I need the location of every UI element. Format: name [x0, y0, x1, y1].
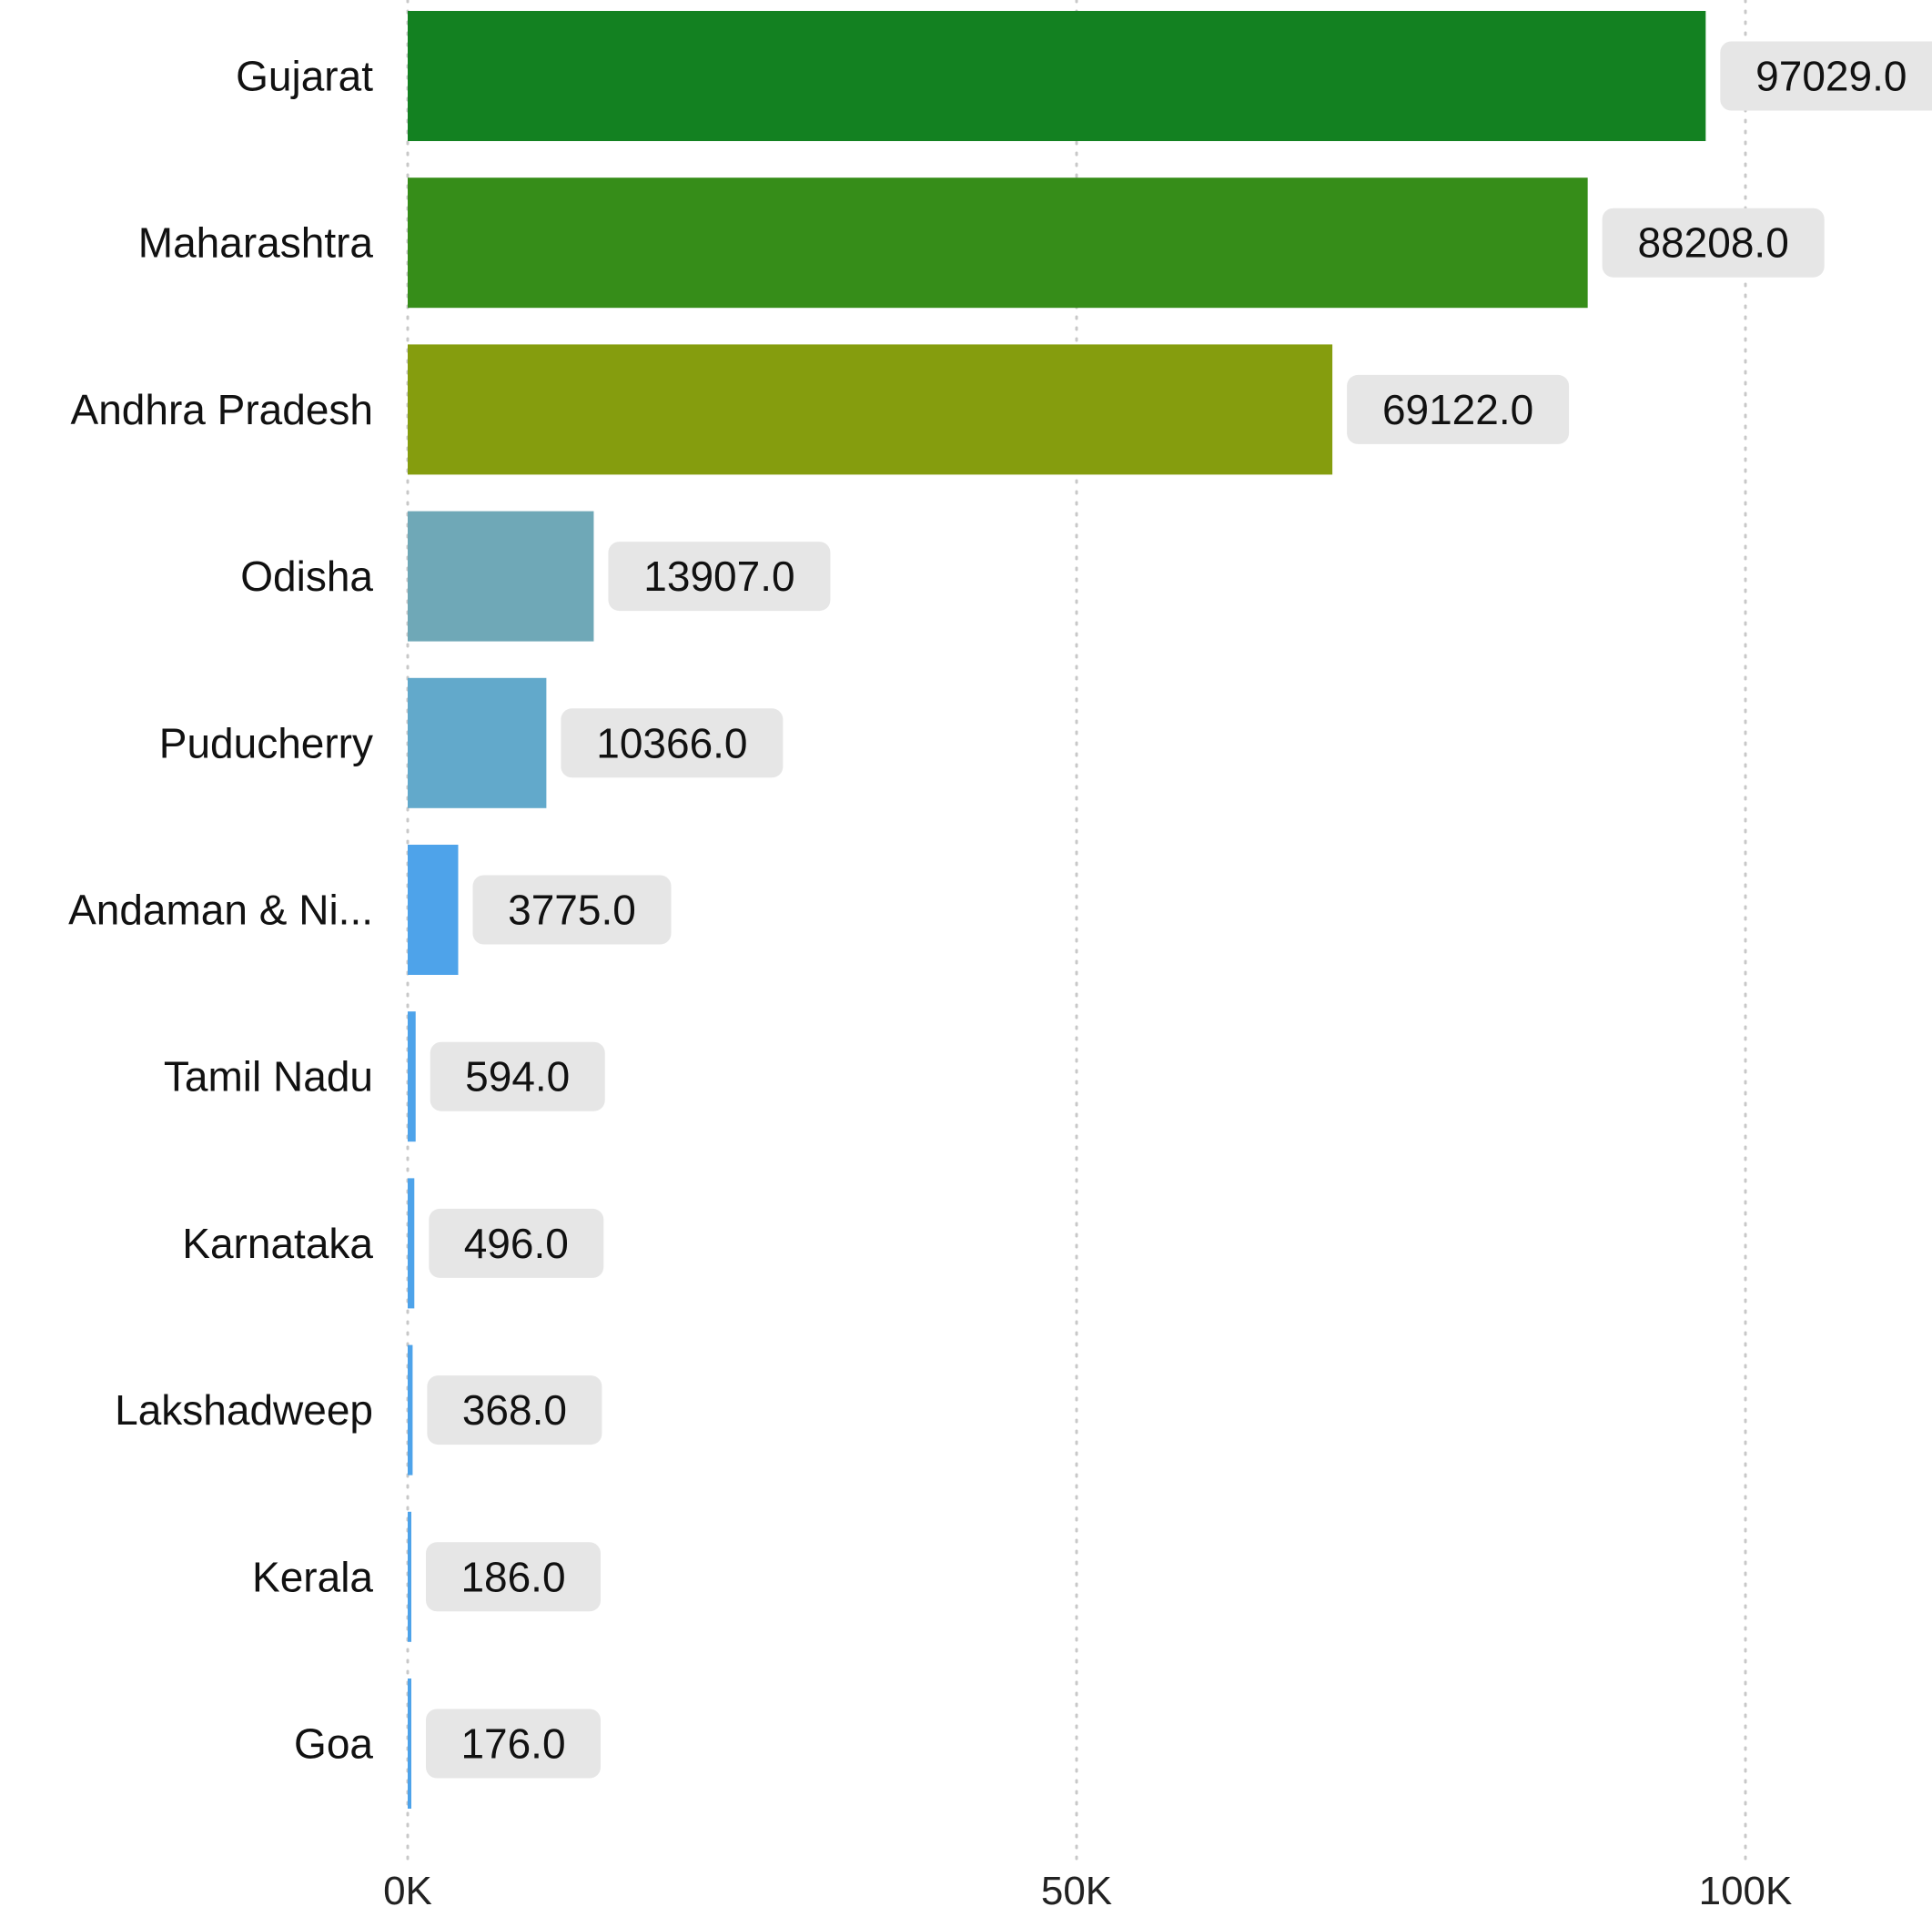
bar[interactable]	[408, 845, 459, 975]
bar[interactable]	[408, 1178, 415, 1309]
data-label-badge	[561, 708, 784, 778]
bar[interactable]	[408, 1011, 416, 1142]
data-label-badge	[426, 1709, 601, 1779]
data-label-badge	[472, 875, 672, 945]
bar[interactable]	[408, 511, 594, 642]
bar[interactable]	[408, 11, 1706, 141]
data-label-badge	[429, 1208, 604, 1278]
x-tick-label: 100K	[1699, 1869, 1793, 1913]
category-label: Tamil Nadu	[164, 1053, 373, 1100]
data-label-badge	[1720, 41, 1932, 111]
bar[interactable]	[408, 677, 547, 808]
category-labels: Gujarat Maharashtra Andhra Pradesh Odisha Pu…	[68, 53, 373, 1768]
category-label: Odisha	[240, 553, 373, 600]
data-label-badge	[430, 1041, 605, 1111]
bars	[408, 11, 1706, 1809]
category-label: Kerala	[252, 1553, 373, 1600]
data-label-badge	[1347, 374, 1570, 444]
bar[interactable]	[408, 177, 1588, 309]
bar[interactable]	[408, 1679, 411, 1809]
bar[interactable]	[408, 1511, 411, 1642]
data-label: 13907.0	[643, 553, 794, 600]
category-label: Andhra Pradesh	[71, 386, 373, 433]
x-axis-tick-labels: 0K 50K 100K	[383, 1869, 1792, 1913]
data-label: 496.0	[464, 1220, 569, 1267]
data-label: 594.0	[465, 1053, 570, 1100]
data-label-badge	[427, 1375, 602, 1445]
bar[interactable]	[408, 1344, 413, 1476]
category-label: Gujarat	[236, 53, 373, 100]
x-tick-label: 0K	[383, 1869, 432, 1913]
data-label-badge	[1602, 208, 1825, 278]
bar[interactable]	[408, 344, 1333, 475]
category-label: Andaman & Ni...	[68, 887, 373, 934]
category-label: Karnataka	[182, 1220, 373, 1267]
category-label: Puducherry	[159, 719, 373, 766]
data-labels: 97029.0 88208.0 69122.0 13907.0 10366.0 3775.…	[426, 41, 1932, 1779]
data-label: 3775.0	[508, 887, 636, 934]
data-label: 186.0	[460, 1553, 565, 1600]
data-label-badge	[608, 542, 831, 612]
data-label-badge	[426, 1542, 601, 1612]
category-label: Lakshadweep	[115, 1386, 373, 1434]
x-tick-label: 50K	[1041, 1869, 1112, 1913]
data-label: 10366.0	[596, 719, 747, 766]
data-label: 88208.0	[1638, 219, 1789, 267]
data-label: 97029.0	[1755, 53, 1907, 100]
data-label: 368.0	[462, 1386, 567, 1434]
data-label: 69122.0	[1382, 386, 1533, 433]
category-label: Goa	[294, 1720, 373, 1768]
category-label: Maharashtra	[138, 219, 374, 267]
data-label: 176.0	[460, 1720, 565, 1768]
